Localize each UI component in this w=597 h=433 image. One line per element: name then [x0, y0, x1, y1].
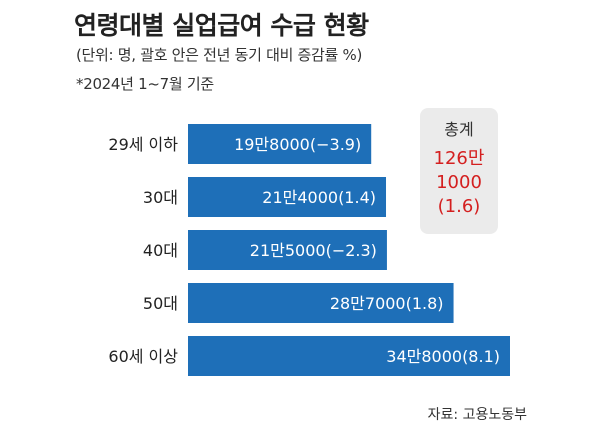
chart-title: 연령대별 실업급여 수급 현황: [74, 11, 369, 40]
total-value-line1: 126만: [433, 148, 485, 169]
total-box: 총계 126만 1000 (1.6): [420, 108, 498, 234]
source-note: 자료: 고용노동부: [427, 407, 527, 423]
chart-subtitle: (단위: 명, 괄호 안은 전년 동기 대비 증감률 %): [76, 46, 363, 64]
bar: [188, 230, 387, 270]
category-label: 29세 이하: [108, 135, 178, 154]
category-label: 40대: [143, 241, 178, 260]
total-value-line2: 1000: [436, 172, 482, 193]
bar: [188, 283, 454, 323]
bar: [188, 177, 387, 217]
data-label: 21만5000(−2.3): [250, 241, 377, 260]
category-label: 30대: [143, 188, 178, 207]
data-label: 21만4000(1.4): [262, 188, 376, 207]
total-label: 총계: [444, 120, 474, 139]
category-label: 60세 이상: [108, 347, 178, 366]
data-label: 28만7000(1.8): [330, 294, 444, 313]
total-change: (1.6): [437, 196, 481, 217]
data-label: 19만8000(−3.9): [234, 135, 361, 154]
bar: [188, 336, 510, 376]
category-label: 50대: [143, 294, 178, 313]
chart-note: *2024년 1~7월 기준: [76, 75, 214, 93]
bar: [188, 124, 372, 164]
data-label: 34만8000(8.1): [386, 347, 500, 366]
